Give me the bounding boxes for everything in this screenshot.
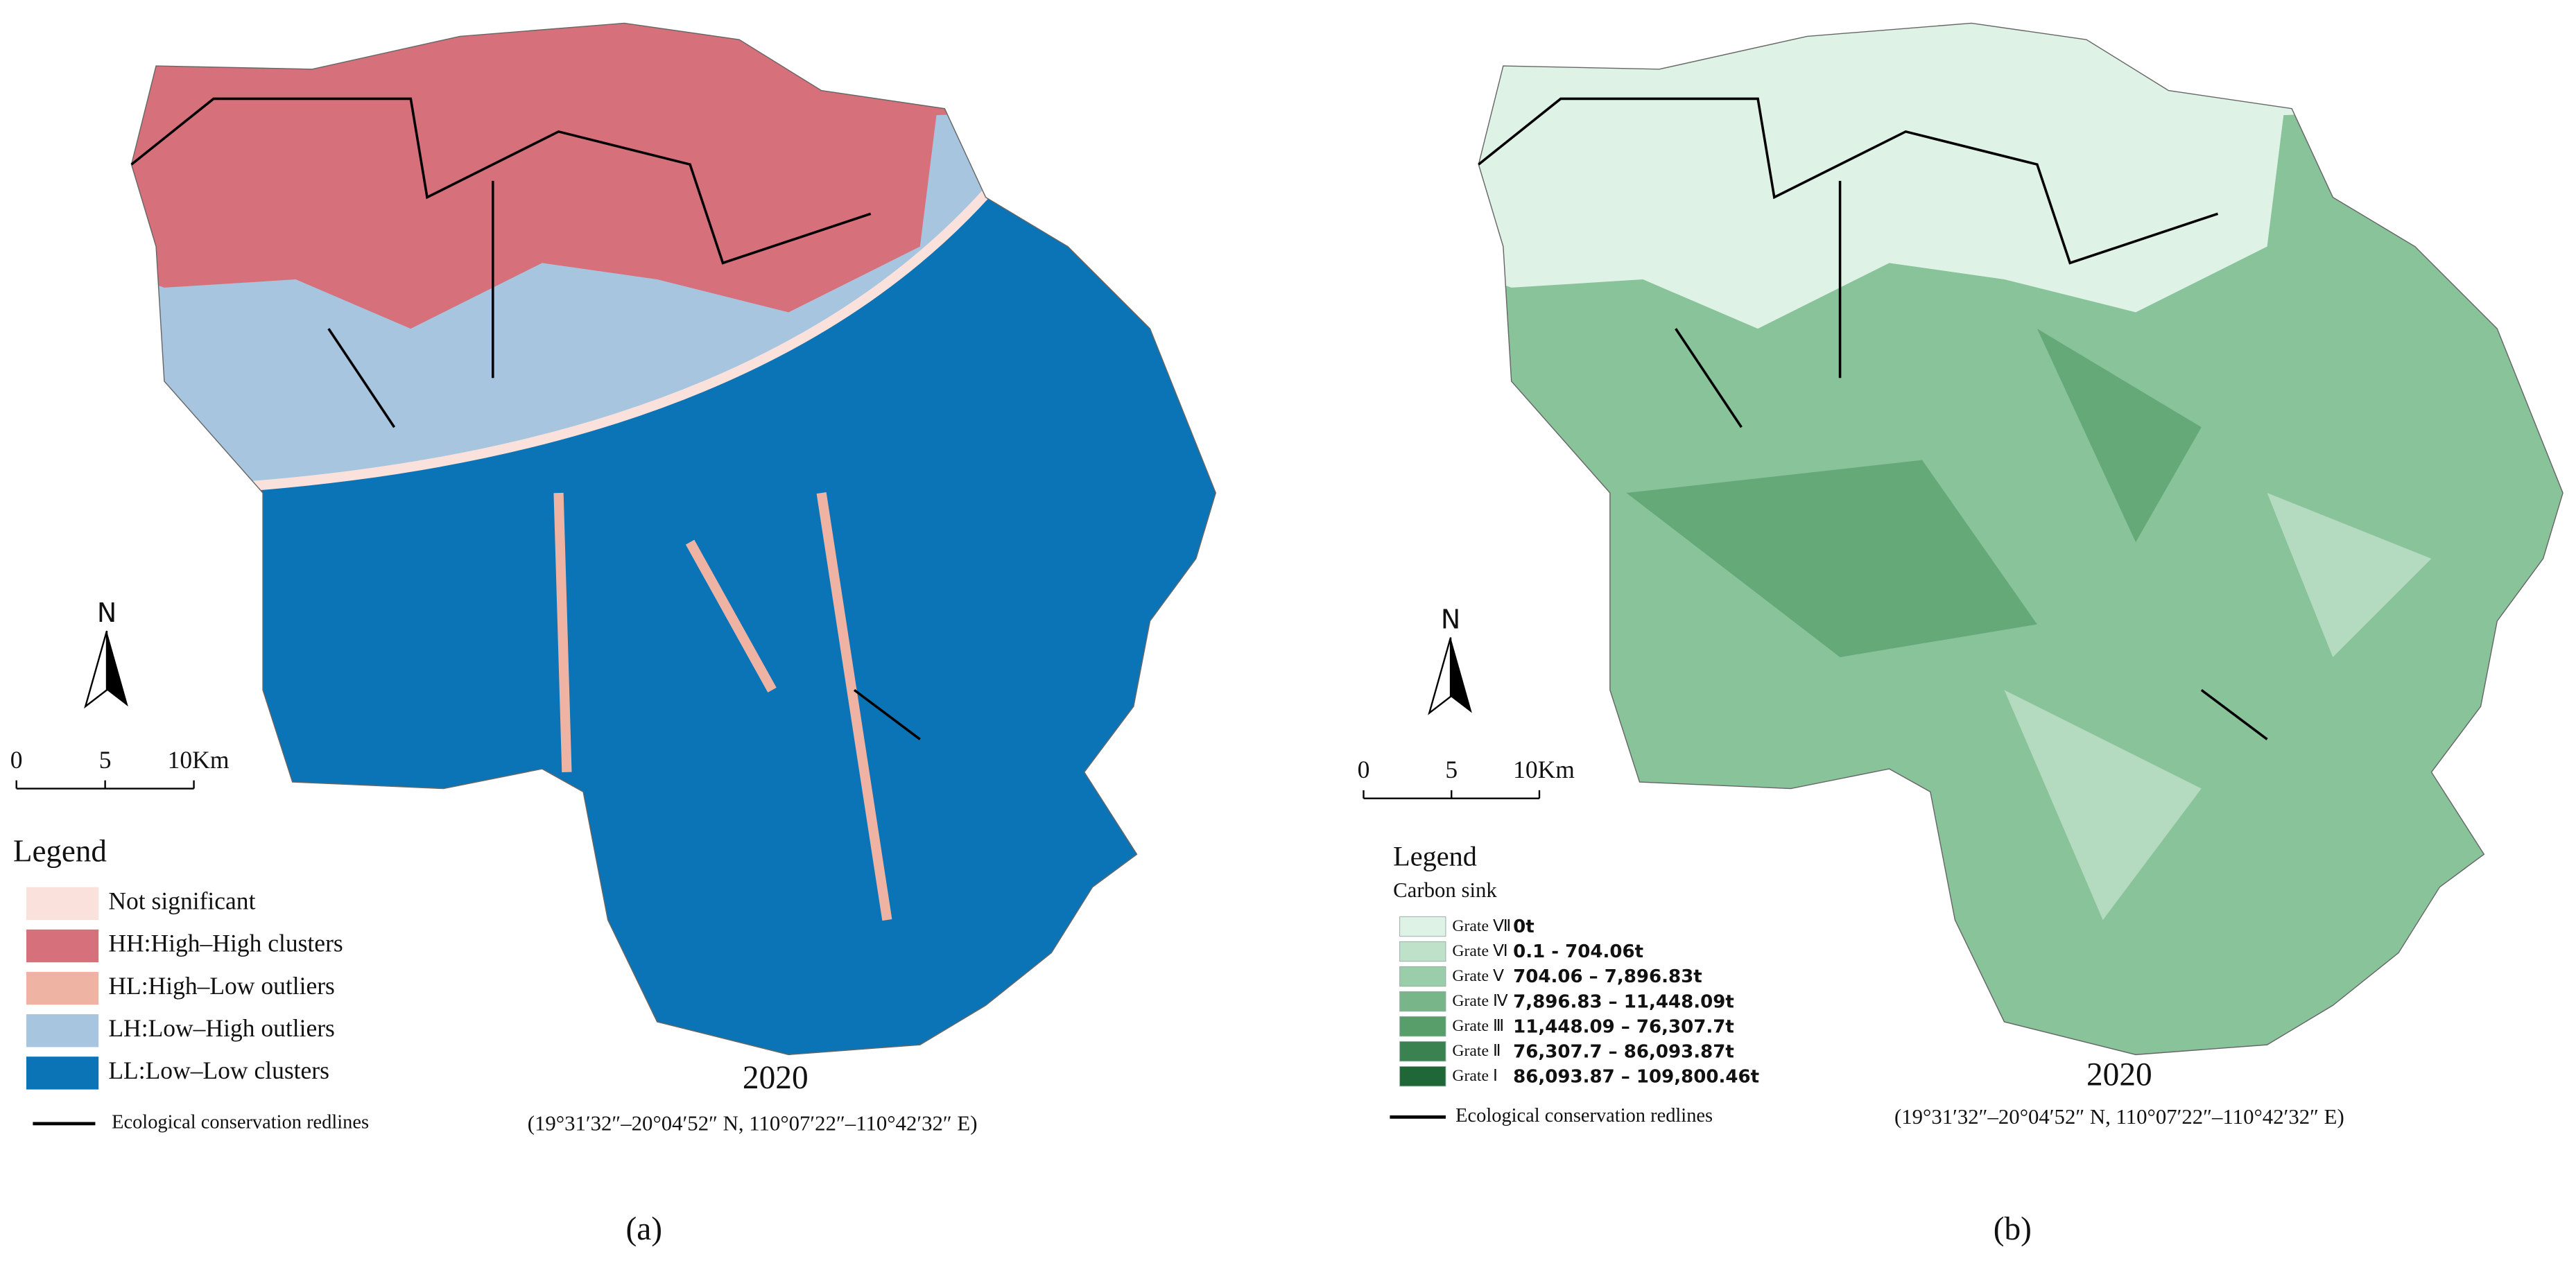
legend-swatch bbox=[1399, 966, 1446, 987]
legend-label: Not significant bbox=[108, 887, 255, 915]
legend-range: 76,307.7 – 86,093.87t bbox=[1513, 1041, 1734, 1062]
legend-grade: Grate Ⅴ bbox=[1452, 967, 1505, 985]
legend-subtitle: Carbon sink bbox=[1393, 878, 1497, 902]
legend-swatch bbox=[1399, 1065, 1446, 1087]
legend-range: 7,896.83 – 11,448.09t bbox=[1513, 991, 1734, 1012]
legend-swatch bbox=[1399, 1016, 1446, 1037]
legend-range: 11,448.09 – 76,307.7t bbox=[1513, 1016, 1734, 1037]
north-label: N bbox=[97, 598, 116, 628]
legend-swatch bbox=[26, 971, 99, 1005]
legend-range: 704.06 – 7,896.83t bbox=[1513, 966, 1702, 987]
legend-grade: Grate Ⅱ bbox=[1452, 1042, 1501, 1060]
legend-swatch bbox=[1399, 991, 1446, 1012]
scale-label: 5 bbox=[1445, 756, 1458, 783]
legend-title: Legend bbox=[1393, 841, 1477, 872]
legend-label: HH:High–High clusters bbox=[108, 930, 343, 957]
scale-label: 0 bbox=[10, 746, 23, 774]
legend-grade: Grate Ⅳ bbox=[1452, 992, 1508, 1010]
legend-swatch bbox=[26, 1056, 99, 1090]
scale-label: 10Km bbox=[1513, 756, 1575, 783]
panel-label: (a) bbox=[625, 1211, 662, 1247]
legend-grade: Grate Ⅶ bbox=[1452, 917, 1511, 935]
redline-label: Ecological conservation redlines bbox=[112, 1111, 369, 1133]
legend-swatch bbox=[1399, 941, 1446, 962]
scale-label: 0 bbox=[1358, 756, 1370, 783]
legend-range: 0.1 - 704.06t bbox=[1513, 941, 1643, 962]
panel-b: N 0 5 10Km Legend Carbon sink Grate Ⅶ 0tGra… bbox=[1358, 604, 2344, 1247]
coordinates: (19°31′32″–20°04′52″ N, 110°07′22″–110°4… bbox=[1894, 1105, 2344, 1129]
north-label: N bbox=[1441, 604, 1460, 634]
coordinates: (19°31′32″–20°04′52″ N, 110°07′22″–110°4… bbox=[528, 1111, 978, 1135]
legend: Grate Ⅶ 0t Grate Ⅵ 0.1 - 704.06t Grate Ⅴ 704.… bbox=[1399, 916, 1759, 1087]
legend-label: LL:Low–Low clusters bbox=[108, 1056, 329, 1084]
scale-label: 5 bbox=[99, 746, 112, 774]
scale-label: 10Km bbox=[168, 746, 230, 774]
legend: Not significant HH:High–High clusters HL:H… bbox=[26, 887, 343, 1090]
legend-swatch bbox=[26, 1014, 99, 1047]
legend-swatch bbox=[1399, 1041, 1446, 1062]
legend-range: 0t bbox=[1513, 916, 1535, 937]
legend-range: 86,093.87 – 109,800.46t bbox=[1513, 1066, 1759, 1087]
legend-swatch bbox=[26, 929, 99, 963]
year: 2020 bbox=[743, 1060, 809, 1096]
legend-grade: Grate Ⅲ bbox=[1452, 1017, 1504, 1035]
legend-label: LH:Low–High outliers bbox=[108, 1014, 335, 1042]
panel-label: (b) bbox=[1994, 1211, 2032, 1247]
legend-label: HL:High–Low outliers bbox=[108, 972, 335, 1000]
legend-grade: Grate Ⅵ bbox=[1452, 942, 1507, 960]
legend-swatch bbox=[1399, 916, 1446, 937]
year: 2020 bbox=[2086, 1056, 2152, 1093]
scale-bar: 0 5 10Km bbox=[1358, 756, 1575, 799]
legend-title: Legend bbox=[13, 834, 107, 869]
legend-grade: Grate Ⅰ bbox=[1452, 1067, 1498, 1085]
legend-swatch bbox=[26, 887, 99, 921]
scale-bar: 0 5 10Km bbox=[10, 746, 230, 789]
redline-label: Ecological conservation redlines bbox=[1455, 1105, 1713, 1127]
